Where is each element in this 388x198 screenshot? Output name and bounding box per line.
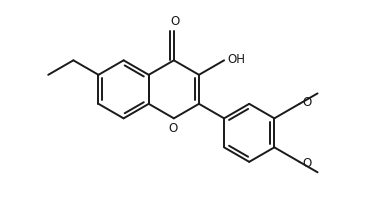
Text: OH: OH <box>227 53 245 66</box>
Text: O: O <box>302 157 311 170</box>
Text: O: O <box>168 122 178 135</box>
Text: O: O <box>302 96 311 109</box>
Text: O: O <box>170 15 179 29</box>
